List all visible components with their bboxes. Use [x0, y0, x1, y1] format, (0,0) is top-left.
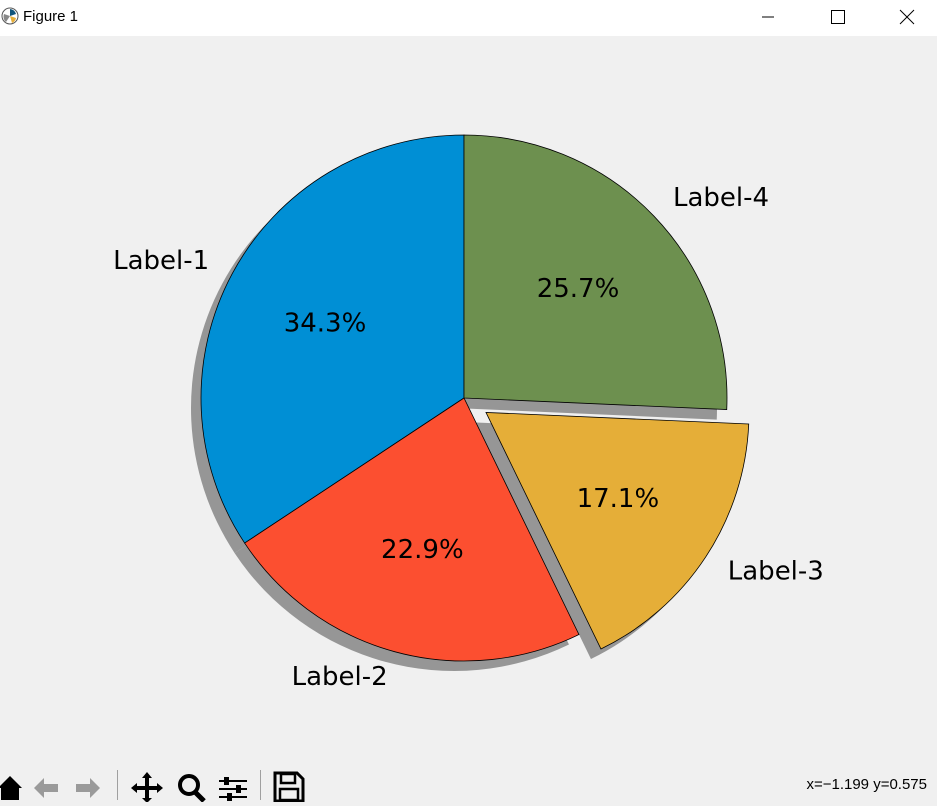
pct-label-2: 22.9% [381, 535, 464, 565]
configure-icon [219, 777, 247, 801]
configure-subplots-button[interactable] [216, 768, 248, 802]
pie-wedge-2 [244, 397, 580, 662]
figure-canvas[interactable]: 34.3% Label-1 22.9% Label-2 17.1% Label-3 25.7… [0, 36, 937, 766]
toolbar-separator [260, 770, 261, 800]
back-icon [34, 778, 58, 798]
home-icon [0, 776, 22, 800]
forward-icon [76, 778, 100, 798]
maximize-icon [831, 10, 845, 24]
title-bar: Figure 1 [0, 0, 937, 36]
pct-label-1: 34.3% [284, 308, 367, 338]
category-label-2: Label-2 [292, 662, 388, 692]
window-title: Figure 1 [23, 8, 79, 25]
category-label-4: Label-4 [673, 183, 769, 213]
pct-label-4: 25.7% [537, 274, 620, 304]
matplotlib-logo-icon [1, 7, 19, 25]
minimize-icon [762, 16, 774, 18]
cursor-coordinates: x=−1.199 y=0.575 [806, 776, 927, 793]
toolbar-separator [117, 770, 118, 800]
home-button[interactable] [0, 768, 26, 802]
close-icon [899, 9, 915, 25]
forward-button[interactable] [72, 768, 104, 802]
category-label-1: Label-1 [113, 246, 209, 276]
minimize-button[interactable] [745, 0, 791, 32]
pie-wedge-4 [463, 134, 728, 410]
zoom-icon [178, 774, 206, 803]
close-button[interactable] [884, 0, 930, 32]
save-button[interactable] [272, 768, 305, 803]
pct-label-3: 17.1% [577, 484, 660, 514]
pie-wedge-3 [485, 412, 750, 650]
pan-button[interactable] [130, 768, 163, 803]
maximize-button[interactable] [815, 0, 861, 32]
pan-icon [131, 772, 163, 803]
zoom-button[interactable] [174, 768, 206, 803]
save-icon [273, 771, 305, 803]
navigation-toolbar: x=−1.199 y=0.575 [0, 766, 937, 803]
back-button[interactable] [30, 768, 62, 802]
pie-chart: 34.3% Label-1 22.9% Label-2 17.1% Label-3 25.7… [113, 134, 824, 692]
category-label-3: Label-3 [728, 556, 824, 586]
